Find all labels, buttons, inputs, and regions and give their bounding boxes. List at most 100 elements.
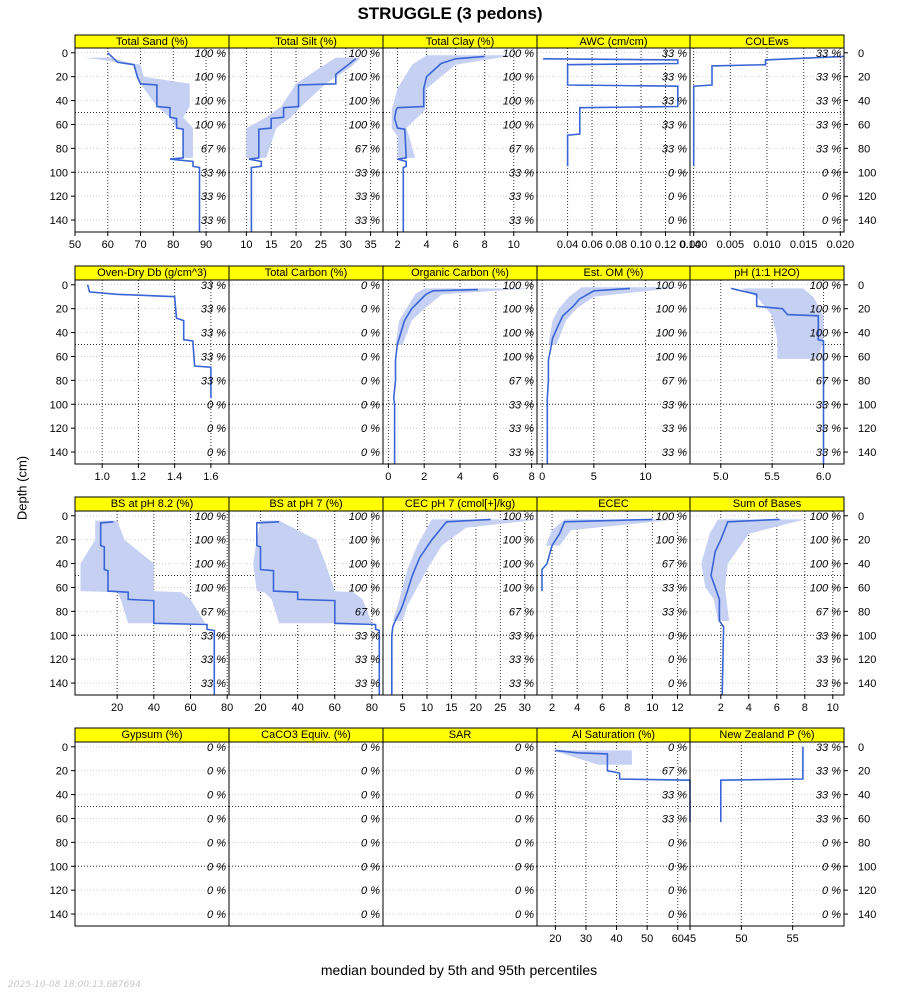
- percent-label: 100 %: [810, 511, 841, 523]
- percent-label: 0 %: [207, 909, 226, 921]
- percent-label: 100 %: [349, 535, 380, 547]
- panel: Est. OM (%) 100 % 100 % 100 % 100 % 67 % 33 % 3…: [536, 265, 691, 483]
- panel-frame: [382, 741, 538, 927]
- x-tick-label: 4: [746, 702, 752, 714]
- percent-label: 33 %: [201, 654, 226, 666]
- median-line: [393, 55, 485, 232]
- y-tick-label: 60: [858, 582, 870, 594]
- x-tick-label: 6: [599, 702, 605, 714]
- panel-frame: [228, 741, 384, 927]
- percent-label: 67 %: [355, 143, 380, 155]
- x-tick-label: 70: [134, 239, 146, 251]
- panel-frame: [689, 279, 845, 465]
- x-tick-label: 40: [148, 702, 160, 714]
- percent-label: 0 %: [515, 909, 534, 921]
- x-tick-label: 0.10: [630, 239, 651, 251]
- y-tick-label: 120: [858, 885, 876, 897]
- percent-label: 33 %: [816, 447, 841, 459]
- x-tick-label: 1.6: [203, 471, 218, 483]
- panel-title: COLEws: [745, 36, 789, 48]
- percent-label: 100 %: [349, 48, 380, 60]
- percent-label: 100 %: [503, 559, 534, 571]
- percent-label: 100 %: [810, 304, 841, 316]
- percent-label: 67 %: [662, 375, 687, 387]
- percent-label: 33 %: [662, 790, 687, 802]
- percent-label: 100 %: [810, 559, 841, 571]
- percent-label: 33 %: [662, 143, 687, 155]
- percent-label: 0 %: [668, 837, 687, 849]
- percent-label: 100 %: [195, 559, 226, 571]
- percent-label: 33 %: [662, 119, 687, 131]
- percent-label: 0 %: [822, 167, 841, 179]
- percent-label: 100 %: [503, 48, 534, 60]
- percent-label: 100 %: [656, 351, 687, 363]
- percent-label: 0 %: [361, 399, 380, 411]
- percent-label: 0 %: [361, 375, 380, 387]
- x-tick-label: 2: [549, 702, 555, 714]
- y-tick-label: 80: [858, 837, 870, 849]
- percentile-band: [392, 519, 540, 621]
- percent-label: 33 %: [201, 304, 226, 316]
- y-axis-title: Depth (cm): [14, 455, 30, 521]
- percent-label: 0 %: [515, 813, 534, 825]
- median-line: [541, 518, 653, 592]
- panel-title: CaCO3 Equiv. (%): [261, 729, 351, 741]
- percent-label: 33 %: [816, 742, 841, 754]
- y-tick-label: 40: [858, 790, 870, 802]
- percent-label: 33 %: [816, 766, 841, 778]
- percent-label: 33 %: [201, 351, 226, 363]
- percent-label: 0 %: [361, 909, 380, 921]
- percent-label: 0 %: [822, 909, 841, 921]
- percent-label: 33 %: [662, 48, 687, 60]
- y-tick-label: 80: [858, 606, 870, 618]
- y-tick-label: 120: [50, 654, 68, 666]
- x-tick-label: 60: [102, 239, 114, 251]
- percent-label: 0 %: [515, 766, 534, 778]
- percent-label: 33 %: [816, 790, 841, 802]
- x-tick-label: 1.4: [167, 471, 182, 483]
- panel: Gypsum (%) 0 % 0 % 0 % 0 % 0 % 0 % 0 % 0 % 0 20 40 6…: [50, 727, 230, 927]
- percent-label: 33 %: [816, 813, 841, 825]
- panel: Al Saturation (%) 0 % 67 % 33 % 33 % 0 % 0 % 0 …: [536, 727, 691, 945]
- x-tick-label: 10: [508, 239, 520, 251]
- percent-label: 100 %: [195, 119, 226, 131]
- y-tick-label: 140: [50, 447, 68, 459]
- panel-title: BS at pH 7 (%): [269, 498, 342, 510]
- percent-label: 0 %: [668, 191, 687, 203]
- percentile-band: [80, 520, 206, 624]
- y-tick-label: 140: [858, 447, 876, 459]
- x-tick-label: 0.06: [581, 239, 602, 251]
- x-tick-label: 80: [167, 239, 179, 251]
- panel: SAR 0 % 0 % 0 % 0 % 0 % 0 % 0 % 0 %: [382, 727, 538, 927]
- panel-title: New Zealand P (%): [719, 729, 814, 741]
- percent-label: 0 %: [822, 837, 841, 849]
- y-tick-label: 100: [50, 399, 68, 411]
- x-tick-label: 0.04: [557, 239, 578, 251]
- x-tick-label: 0.015: [790, 239, 818, 251]
- panel: COLEws 33 % 33 % 33 % 33 % 33 % 0 % 0 % 0 % 0.000…: [680, 34, 876, 251]
- x-tick-label: 80: [366, 702, 378, 714]
- x-tick-label: 5: [399, 702, 405, 714]
- median-line: [86, 284, 212, 399]
- y-tick-label: 60: [56, 582, 68, 594]
- x-tick-label: 15: [445, 702, 457, 714]
- x-tick-label: 15: [265, 239, 277, 251]
- percent-label: 0 %: [361, 423, 380, 435]
- x-tick-label: 60: [672, 933, 684, 945]
- percent-label: 0 %: [361, 304, 380, 316]
- y-tick-label: 140: [858, 215, 876, 227]
- percent-label: 100 %: [810, 280, 841, 292]
- panel-title: SAR: [449, 729, 472, 741]
- percent-label: 0 %: [668, 742, 687, 754]
- percent-label: 33 %: [662, 399, 687, 411]
- y-tick-label: 100: [858, 861, 876, 873]
- y-tick-label: 120: [50, 191, 68, 203]
- x-tick-label: 0: [539, 471, 545, 483]
- percent-label: 100 %: [503, 511, 534, 523]
- y-tick-label: 140: [50, 678, 68, 690]
- percentile-band: [391, 55, 514, 158]
- median-line: [248, 58, 357, 232]
- percent-label: 33 %: [355, 678, 380, 690]
- percent-label: 33 %: [355, 167, 380, 179]
- median-line: [692, 55, 845, 167]
